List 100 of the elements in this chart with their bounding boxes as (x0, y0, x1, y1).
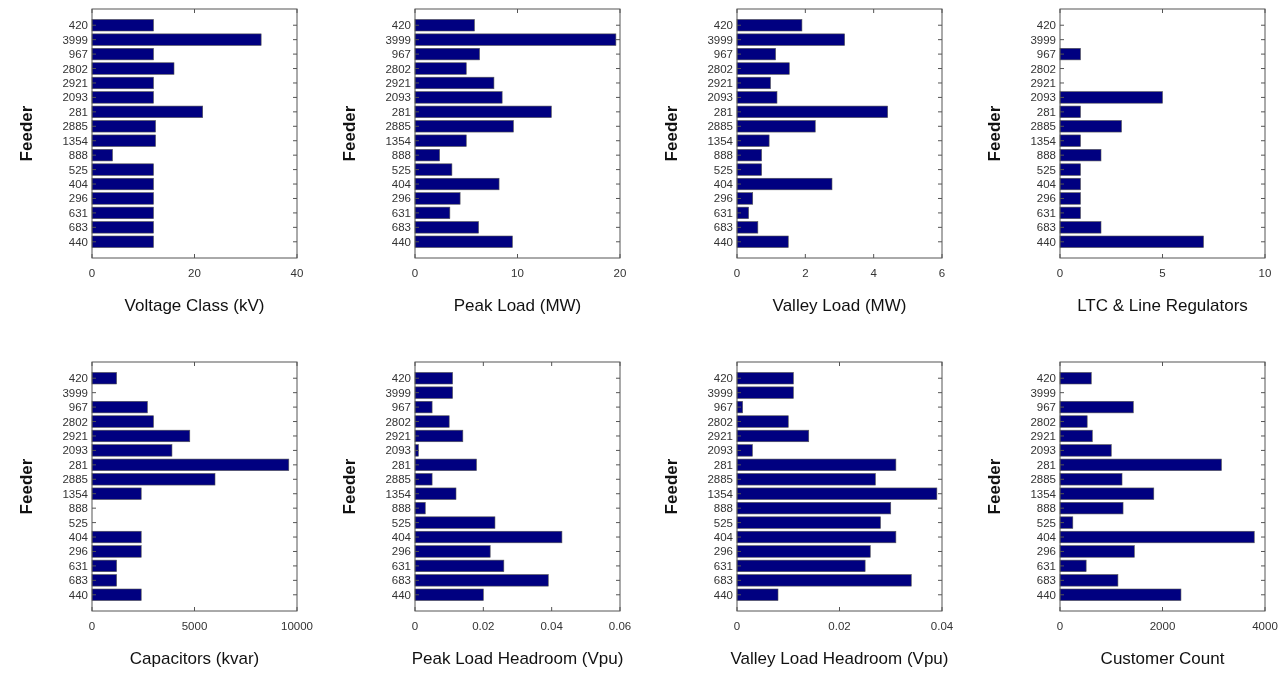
y-tick-label: 420 (1036, 372, 1056, 385)
y-tick-label: 2802 (707, 62, 733, 75)
y-tick-label: 440 (68, 588, 88, 601)
y-tick-label: 296 (391, 545, 411, 558)
x-tick-label: 4 (870, 267, 878, 279)
y-tick-label: 525 (713, 516, 733, 529)
y-tick-label: 525 (68, 163, 88, 176)
y-tick-label: 2921 (707, 429, 733, 442)
y-tick-label: 3999 (1030, 386, 1056, 399)
y-tick-label: 1354 (385, 487, 412, 500)
x-tick-label: 0.02 (828, 620, 851, 632)
y-tick-label: 683 (391, 221, 411, 234)
y-tick-label: 2802 (62, 62, 88, 75)
y-tick-label: 2093 (385, 444, 411, 457)
y-tick-label: 967 (68, 401, 88, 414)
y-axis-title: Feeder (340, 458, 359, 515)
x-axis-title: Customer Count (1100, 649, 1225, 668)
y-tick-label: 631 (1036, 559, 1056, 572)
y-tick-label: 2093 (1030, 91, 1056, 104)
y-tick-label: 525 (1036, 516, 1056, 529)
y-tick-label: 1354 (62, 487, 89, 500)
y-tick-label: 525 (713, 163, 733, 176)
y-tick-label: 420 (68, 372, 88, 385)
y-tick-label: 2802 (385, 62, 411, 75)
y-tick-label: 2921 (62, 429, 88, 442)
y-tick-label: 281 (68, 458, 88, 471)
y-tick-label: 296 (1036, 192, 1056, 205)
y-tick-label: 2885 (707, 473, 733, 486)
x-tick-label: 10 (1258, 267, 1272, 279)
y-tick-label: 420 (391, 19, 411, 32)
y-tick-label: 404 (68, 531, 89, 544)
y-tick-label: 281 (391, 105, 411, 118)
x-tick-label: 40 (290, 267, 304, 279)
y-tick-label: 404 (1036, 178, 1057, 191)
x-axis-title: Valley Load (MW) (772, 296, 907, 315)
y-tick-label: 296 (391, 192, 411, 205)
y-tick-label: 2885 (385, 120, 411, 133)
y-tick-label: 683 (68, 221, 88, 234)
y-tick-label: 967 (391, 48, 411, 61)
y-tick-label: 888 (68, 149, 88, 162)
x-tick-label: 20 (188, 267, 201, 279)
x-axis-title: LTC & Line Regulators (1077, 296, 1248, 315)
x-tick-label: 0 (733, 267, 741, 279)
y-tick-label: 2802 (1030, 62, 1056, 75)
y-tick-label: 404 (1036, 531, 1057, 544)
y-tick-label: 967 (68, 48, 88, 61)
y-tick-label: 2885 (1030, 120, 1056, 133)
x-tick-label: 0 (88, 267, 96, 279)
y-tick-label: 296 (713, 192, 733, 205)
x-axis-title: Peak Load Headroom (Vpu) (411, 649, 624, 668)
x-axis-title: Peak Load (MW) (453, 296, 582, 315)
y-tick-label: 1354 (707, 487, 734, 500)
y-tick-label: 888 (68, 502, 88, 515)
y-tick-label: 967 (713, 401, 733, 414)
y-tick-label: 420 (68, 19, 88, 32)
y-tick-label: 3999 (62, 33, 88, 46)
y-tick-label: 2921 (707, 76, 733, 89)
y-tick-label: 888 (391, 502, 411, 515)
x-tick-label: 5000 (181, 620, 208, 632)
y-tick-label: 296 (1036, 545, 1056, 558)
y-tick-label: 3999 (62, 386, 88, 399)
y-tick-label: 525 (391, 516, 411, 529)
y-tick-label: 2802 (62, 415, 88, 428)
y-tick-label: 440 (713, 588, 733, 601)
y-tick-label: 404 (391, 531, 412, 544)
x-tick-label: 6 (938, 267, 946, 279)
y-tick-label: 281 (713, 105, 733, 118)
x-axis-title: Valley Load Headroom (Vpu) (730, 649, 949, 668)
x-tick-label: 0 (88, 620, 96, 632)
y-tick-label: 888 (713, 502, 733, 515)
y-tick-label: 281 (68, 105, 88, 118)
y-tick-label: 420 (391, 372, 411, 385)
y-tick-label: 296 (68, 192, 88, 205)
x-tick-label: 0 (1056, 267, 1064, 279)
y-tick-label: 296 (68, 545, 88, 558)
y-tick-label: 281 (713, 458, 733, 471)
y-tick-label: 2093 (707, 91, 733, 104)
y-tick-label: 1354 (385, 134, 412, 147)
y-axis-title: Feeder (17, 105, 36, 162)
y-tick-label: 2885 (62, 473, 88, 486)
y-tick-label: 631 (713, 559, 733, 572)
y-tick-label: 420 (1036, 19, 1056, 32)
y-tick-label: 2885 (707, 120, 733, 133)
y-tick-label: 440 (391, 235, 411, 248)
y-tick-label: 888 (1036, 149, 1056, 162)
y-tick-label: 296 (713, 545, 733, 558)
y-tick-label: 404 (713, 531, 734, 544)
x-tick-label: 0.06 (608, 620, 632, 632)
y-tick-label: 3999 (385, 33, 411, 46)
y-tick-label: 967 (713, 48, 733, 61)
y-tick-label: 3999 (707, 33, 733, 46)
y-axis-title: Feeder (17, 458, 36, 515)
y-tick-label: 2921 (385, 429, 411, 442)
y-tick-label: 2802 (385, 415, 411, 428)
y-tick-label: 2802 (707, 415, 733, 428)
y-tick-label: 2921 (385, 76, 411, 89)
y-tick-label: 440 (1036, 235, 1056, 248)
y-axis-title: Feeder (985, 105, 1004, 162)
y-tick-label: 525 (391, 163, 411, 176)
y-tick-label: 631 (68, 559, 88, 572)
